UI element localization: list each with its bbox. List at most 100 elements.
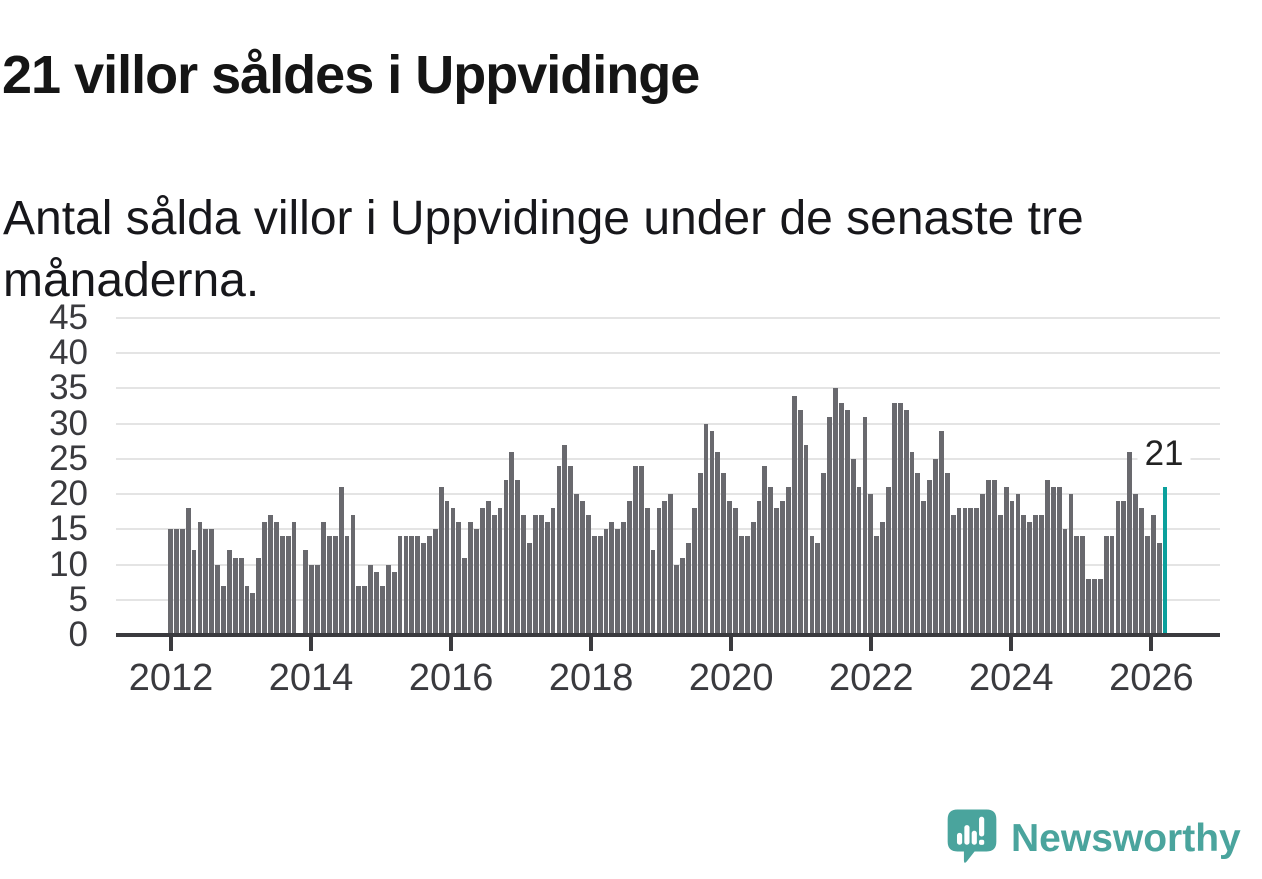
- x-axis-tick-label: 2020: [688, 657, 774, 699]
- bar: [450, 508, 456, 635]
- bar: [644, 508, 650, 635]
- gridline: [116, 352, 1220, 355]
- bar: [274, 522, 279, 635]
- bar: [527, 543, 532, 635]
- bar: [421, 543, 426, 635]
- bar: [815, 543, 821, 635]
- bar: [262, 522, 268, 635]
- bar: [727, 501, 732, 635]
- page-title: 21 villor såldes i Uppvidinge: [2, 45, 700, 106]
- bar: [939, 430, 944, 635]
- bar: [709, 430, 715, 635]
- bar: [986, 480, 991, 635]
- bar: [856, 487, 862, 635]
- bar: [374, 571, 379, 635]
- y-axis-tick-label: 25: [49, 438, 88, 478]
- bar: [1033, 515, 1038, 635]
- bar: [191, 550, 197, 635]
- bar: [1103, 536, 1109, 635]
- bar: [438, 487, 444, 635]
- bar: [638, 465, 644, 635]
- bar: [950, 515, 956, 635]
- bar: [603, 529, 609, 635]
- chart-subtitle-line-2: månaderna.: [3, 254, 260, 307]
- x-axis-tick-mark: [309, 637, 314, 651]
- bar: [956, 508, 962, 635]
- bar: [897, 402, 903, 635]
- bar: [179, 529, 185, 635]
- bar: [368, 564, 373, 635]
- bar: [203, 529, 209, 635]
- bar: [521, 515, 526, 635]
- bar: [168, 529, 173, 635]
- bar: [515, 480, 521, 635]
- bar: [468, 522, 474, 635]
- bar: [291, 522, 297, 635]
- bar: [886, 487, 891, 635]
- bar: [397, 536, 403, 635]
- bar: [615, 529, 621, 635]
- bar: [232, 557, 238, 635]
- brand-logo: Newsworthy: [946, 809, 1241, 868]
- bar: [838, 402, 844, 635]
- bar: [432, 529, 438, 635]
- bar: [1039, 515, 1044, 635]
- bar: [921, 501, 927, 635]
- bar: [362, 585, 368, 635]
- bar-highlight-latest: [1162, 487, 1168, 635]
- bar: [427, 536, 432, 635]
- bar: [656, 508, 662, 635]
- bar: [627, 501, 632, 635]
- bar: [456, 522, 462, 635]
- bar: [992, 480, 997, 635]
- bar: [750, 522, 756, 635]
- bar: [391, 571, 397, 635]
- bar: [568, 465, 574, 635]
- bar: [827, 416, 833, 635]
- bar: [1074, 536, 1080, 635]
- bar: [803, 444, 809, 635]
- bar: [903, 409, 909, 635]
- x-axis-tick-label: 2026: [1109, 657, 1194, 699]
- bar: [221, 585, 226, 635]
- bar: [409, 536, 415, 635]
- bar: [968, 508, 974, 635]
- bar: [1015, 494, 1021, 635]
- x-axis-tick-label: 2024: [969, 657, 1054, 699]
- bar: [580, 501, 585, 635]
- latest-value-annotation: 21: [1137, 434, 1191, 475]
- y-axis-tick-label: 5: [68, 579, 88, 619]
- bar: [1127, 451, 1133, 635]
- brand-name: Newsworthy: [1011, 817, 1241, 860]
- x-axis-line: [116, 633, 1220, 637]
- bar: [1109, 536, 1115, 635]
- x-axis-tick-label: 2018: [548, 657, 634, 699]
- bar: [915, 472, 921, 635]
- bar: [650, 550, 656, 635]
- bar: [962, 508, 968, 635]
- bar: [1150, 515, 1156, 635]
- bar: [1115, 501, 1121, 635]
- bar: [250, 592, 256, 635]
- bar: [833, 388, 838, 635]
- bar: [480, 508, 485, 635]
- bar: [415, 536, 421, 635]
- bar: [268, 515, 273, 635]
- bar: [332, 536, 338, 635]
- y-axis-tick-label: 15: [49, 509, 88, 549]
- bar: [780, 501, 785, 635]
- bar: [1027, 522, 1033, 635]
- bar: [379, 585, 385, 635]
- bar: [797, 409, 803, 635]
- bar: [974, 508, 980, 635]
- bar: [209, 529, 215, 635]
- bar: [1097, 578, 1103, 635]
- bar: [662, 501, 668, 635]
- bar: [597, 536, 603, 635]
- bar: [703, 423, 709, 635]
- bar: [485, 501, 491, 635]
- bar: [680, 557, 685, 635]
- bar: [850, 458, 856, 635]
